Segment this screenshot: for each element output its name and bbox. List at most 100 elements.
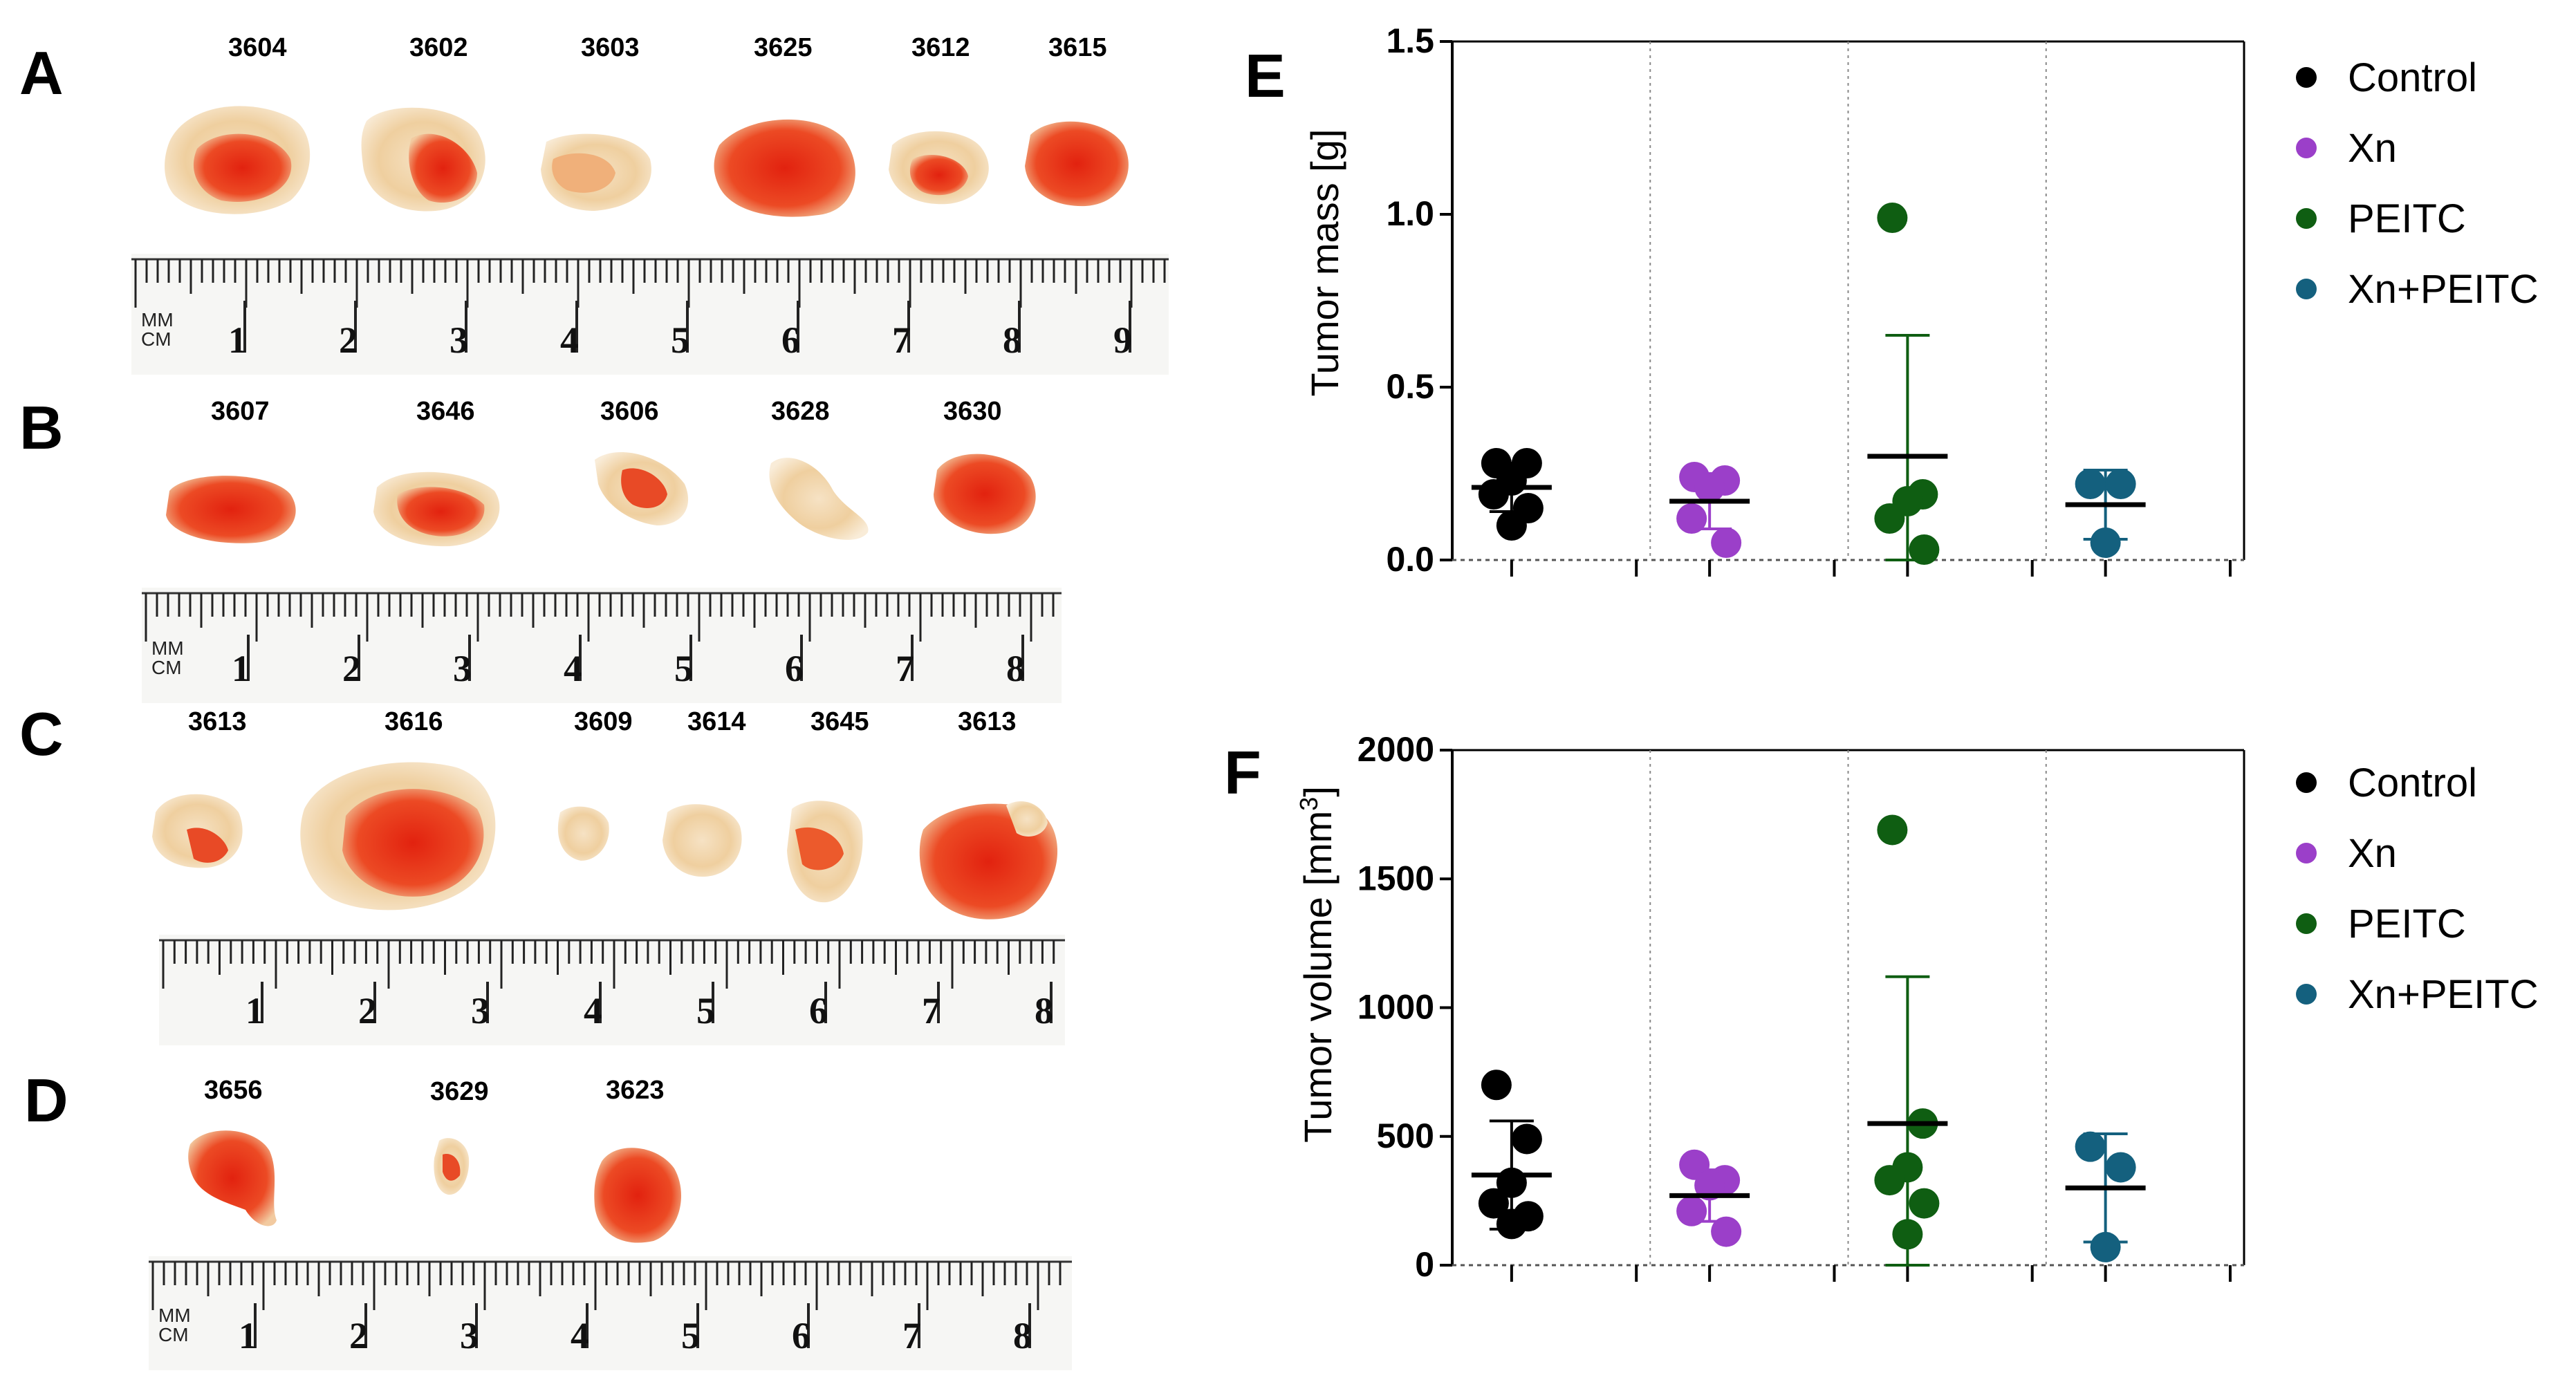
ruler-cm-label: 3 [450,319,468,361]
legend-label: Xn+PEITC [2348,267,2539,312]
ruler-cm-label: 3 [453,648,472,689]
ruler-body [131,254,1169,375]
data-point [2075,1131,2106,1162]
ruler-cm-label: 8 [1003,319,1021,361]
data-point [1496,1208,1527,1240]
ruler-cm-label: 4 [584,990,602,1031]
legend: Control Xn PEITC Xn+PEITC [2296,760,2539,1017]
tumor-id: 3646 [416,397,475,426]
tumor-id: 3630 [943,397,1002,426]
tumor-id: 3625 [754,33,813,62]
tumor-id: 3613 [958,707,1017,736]
ruler-cm-label: 6 [785,648,804,689]
ruler-cm-label: 1 [239,1315,257,1356]
data-point [2105,469,2136,499]
data-point [2090,528,2121,558]
data-point [1909,534,1940,565]
panel-letter-e: E [1245,41,1286,110]
legend: Control Xn PEITC Xn+PEITC [2296,55,2539,312]
tumor-id: 3603 [581,33,640,62]
ruler-cm-label: 7 [922,990,940,1031]
panel-letter-f: F [1224,738,1261,807]
y-tick-label: 0.0 [1386,540,1434,579]
tumor-id: 3602 [409,33,468,62]
tumor-id: 3614 [687,707,746,736]
ruler-cm-label: 4 [571,1315,589,1356]
ruler-cm-label: 8 [1006,648,1025,689]
ruler-cm-label: 7 [892,319,911,361]
panel-letter-a: A [19,39,64,107]
ruler-cm-label: 3 [471,990,490,1031]
tumor-photographs [152,106,1129,1243]
tumor-id: 3616 [384,707,443,736]
y-tick-label: 0 [1415,1245,1434,1284]
ruler-cm-label: 4 [560,319,579,361]
legend-label: Control [2348,55,2477,100]
series-xn-peitc [2065,1131,2146,1262]
series-control [1471,1070,1552,1240]
series-xn [1669,1149,1750,1247]
tumor-id: 3628 [771,397,830,426]
plot-area: 0.0 0.5 1.0 1.5 [1386,21,2245,579]
ruler-unit-mm: MM [141,309,174,330]
legend-marker [2296,913,2317,934]
ruler-cm-label: 1 [245,990,264,1031]
data-point [1478,1188,1509,1219]
series-peitc [1867,814,1948,1267]
y-tick-label: 1.5 [1386,21,1434,60]
plot-area: 0 500 1000 1500 2000 [1358,730,2245,1284]
data-point [1892,1219,1923,1250]
ruler-cm-label: 6 [781,319,800,361]
ruler-unit-cm: CM [158,1324,189,1345]
legend-label: Xn [2348,126,2397,171]
y-tick-label: 0.5 [1386,367,1434,406]
ruler-cm-label: 7 [902,1315,921,1356]
ruler-cm-label: 7 [896,648,914,689]
tumor-id: 3645 [810,707,869,736]
legend-label: PEITC [2348,902,2466,946]
data-point [1711,1216,1742,1247]
y-tick-label: 500 [1377,1117,1434,1155]
ruler-cm-label: 1 [232,648,250,689]
panel-letter-d: D [24,1066,68,1135]
tumor-id: 3613 [188,707,247,736]
data-point [1874,503,1905,534]
data-point [2090,1231,2121,1262]
tumor-id: 3607 [211,397,270,426]
ruler-cm-label: 5 [671,319,689,361]
ruler-cm-label: 8 [1035,990,1053,1031]
panel-letter-c: C [19,700,64,768]
ruler-unit-cm: CM [141,328,172,350]
panel-letter-b: B [19,393,64,462]
data-point [1877,203,1908,233]
tumor-id: 3609 [574,707,633,736]
series-peitc [1867,203,1948,565]
ruler-cm-label: 4 [564,648,582,689]
series-xn [1669,462,1750,558]
data-point [2105,1152,2136,1183]
ruler-cm-label: 5 [681,1315,700,1356]
tumor-row-c [152,762,1058,919]
data-point [1481,1070,1512,1101]
tumor-id: 3629 [430,1077,489,1106]
data-point [1694,1170,1725,1201]
tumor-id: 3615 [1048,33,1107,62]
legend-marker [2296,772,2317,793]
tumor-row-b [166,451,1036,547]
legend-marker [2296,138,2317,158]
ruler-body [142,588,1062,703]
ruler-unit-mm: MM [151,637,184,659]
y-tick-label: 2000 [1358,730,1434,769]
ruler-cm-label: 2 [342,648,361,689]
y-tick-label: 1500 [1358,859,1434,897]
y-tick-label: 1000 [1358,988,1434,1027]
ruler-c: 1 2 3 4 5 6 7 8 [159,935,1065,1045]
data-point [2075,469,2106,499]
data-point [1874,1165,1905,1196]
